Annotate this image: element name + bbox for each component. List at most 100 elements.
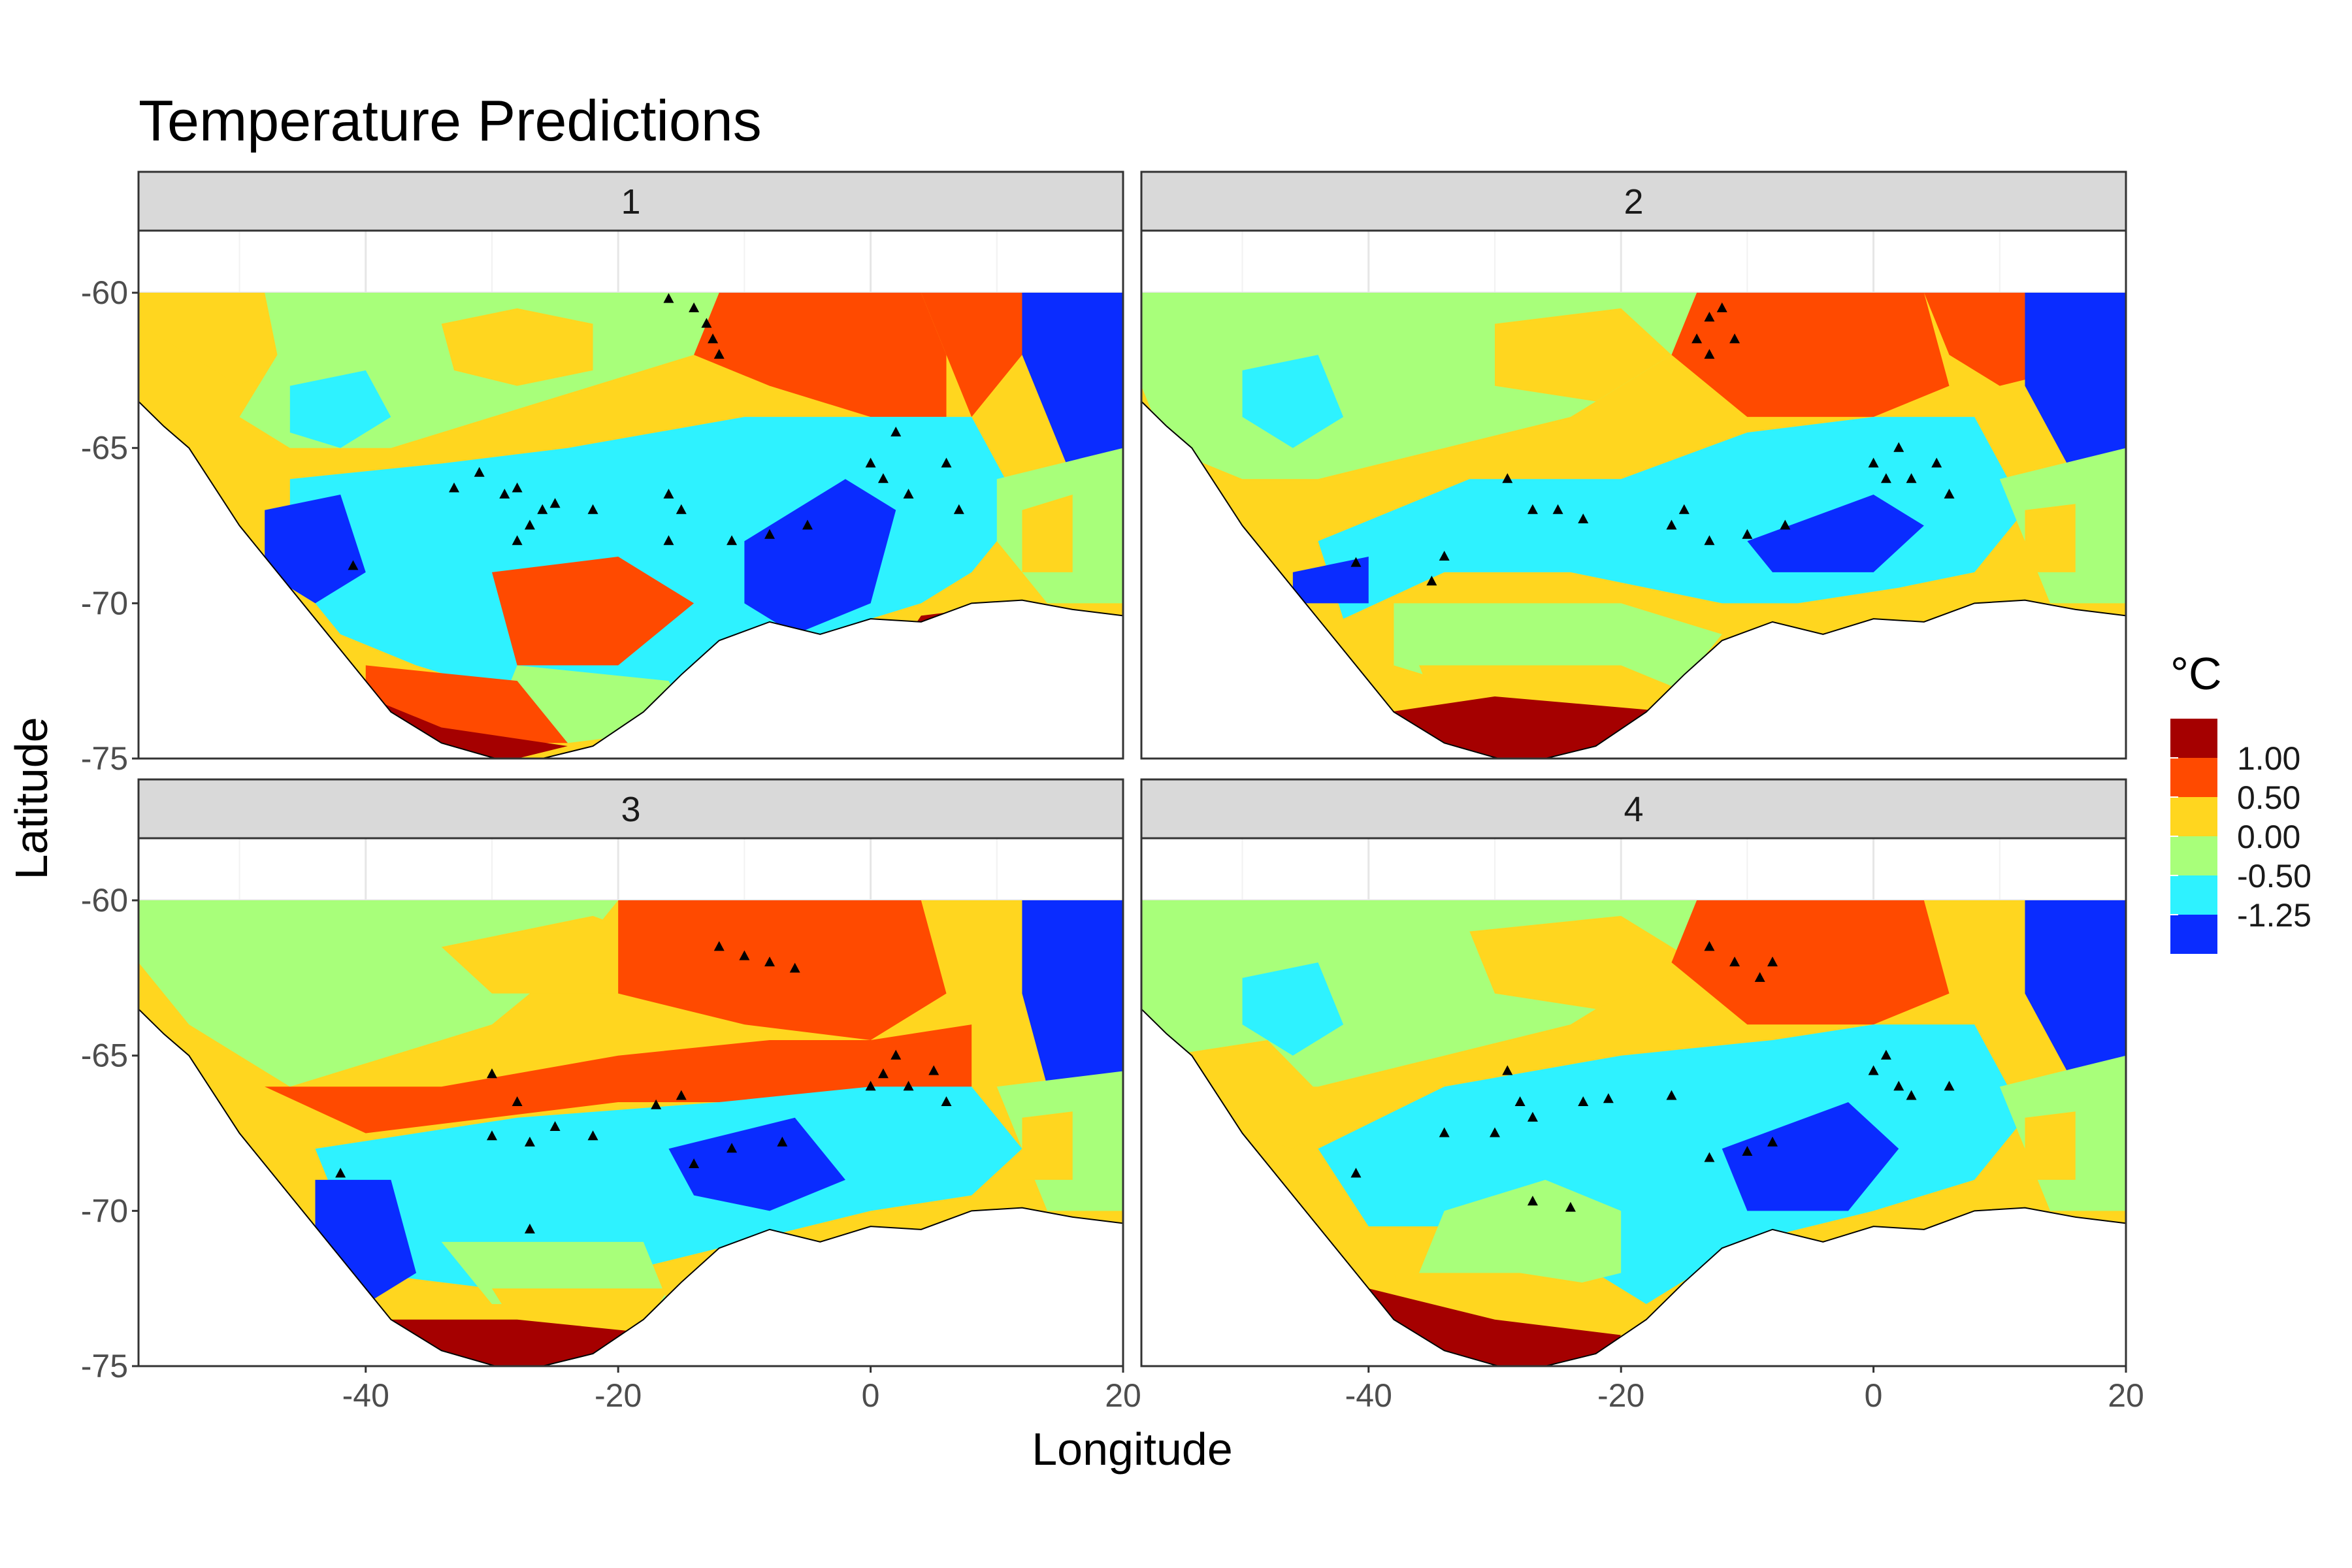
temperature-region — [1722, 1102, 1899, 1211]
station-marker — [1906, 1090, 1917, 1100]
temperature-region — [441, 308, 593, 386]
station-marker — [1767, 1136, 1778, 1147]
station-marker — [1742, 1146, 1753, 1156]
legend-colorbar — [2170, 719, 2217, 954]
station-marker — [1742, 529, 1753, 539]
station-marker — [1893, 1081, 1904, 1091]
coastline — [1141, 400, 2126, 759]
station-marker — [1729, 333, 1740, 344]
legend-swatch — [2170, 719, 2217, 758]
station-marker — [486, 1130, 497, 1141]
station-marker — [713, 941, 725, 951]
station-marker — [651, 1099, 662, 1109]
station-marker — [549, 498, 561, 508]
temperature-region — [2025, 293, 2126, 480]
station-marker — [474, 466, 485, 477]
x-axis-title: Longitude — [1032, 1424, 1233, 1475]
temperature-region — [491, 1288, 669, 1329]
y-axis-title: Latitude — [6, 717, 57, 879]
facet-strip-3 — [137, 778, 1124, 840]
temperature-region — [1469, 915, 1697, 1009]
y-axis-bottom-row: -60 -65 -70 -75 — [81, 882, 139, 1384]
station-marker — [1565, 1201, 1576, 1212]
station-markers-4 — [1350, 941, 1955, 1212]
panel-border-3 — [137, 837, 1124, 1367]
y-tick-label: -70 — [81, 1192, 128, 1229]
x-tick-label: -40 — [1345, 1377, 1392, 1414]
legend-swatch — [2170, 875, 2217, 915]
station-marker — [1754, 972, 1765, 982]
legend-label: 0.00 — [2237, 819, 2300, 855]
x-axis-right-column: -40 -20 0 20 — [1345, 1366, 2144, 1414]
station-marker — [486, 1068, 497, 1079]
station-marker — [676, 1090, 687, 1100]
legend-label: 1.00 — [2237, 740, 2300, 777]
station-marker — [1527, 504, 1538, 514]
station-marker — [335, 1168, 346, 1178]
station-marker — [903, 1081, 914, 1091]
temperature-region — [618, 900, 947, 1040]
station-marker — [865, 457, 876, 468]
temperature-field-1 — [139, 293, 1123, 759]
legend-swatch — [2170, 758, 2217, 797]
station-marker — [689, 302, 700, 312]
legend-swatch — [2170, 797, 2217, 836]
temperature-region — [2025, 1111, 2076, 1180]
land-mask — [1141, 1009, 2126, 1366]
coastline-3 — [139, 1008, 1123, 1366]
temperature-region — [139, 293, 290, 386]
station-marker — [928, 1065, 939, 1075]
facet-panel-2: 2 — [1140, 171, 2127, 760]
station-marker — [689, 1158, 700, 1169]
station-marker — [1578, 1096, 1589, 1106]
temperature-region — [1747, 495, 1924, 572]
station-markers-2 — [1350, 302, 1955, 586]
station-marker — [449, 482, 460, 493]
y-tick-label: -70 — [81, 585, 128, 621]
temperature-region — [2025, 504, 2076, 572]
station-marker — [727, 535, 738, 546]
station-marker — [1868, 1065, 1879, 1075]
legend-title: °C — [2170, 648, 2222, 699]
legend-swatch — [2170, 915, 2217, 954]
temperature-region — [1671, 900, 1950, 1025]
x-tick-label: 0 — [862, 1377, 880, 1414]
station-marker — [713, 349, 725, 359]
station-marker — [587, 1130, 598, 1141]
station-marker — [1439, 1127, 1450, 1137]
x-tick-label: 20 — [2108, 1377, 2144, 1414]
x-tick-label: 20 — [1105, 1377, 1141, 1414]
station-marker — [865, 1081, 876, 1091]
station-marker — [1678, 504, 1690, 514]
temperature-region — [2025, 900, 2126, 1087]
station-marker — [1931, 457, 1942, 468]
station-marker — [549, 1121, 561, 1132]
temperature-region — [265, 1024, 972, 1134]
station-marker — [1704, 535, 1715, 546]
coastline — [139, 1008, 1123, 1366]
station-marker — [941, 1096, 952, 1106]
facet-panel-4: 4 — [1140, 778, 2127, 1367]
station-marker — [1603, 1093, 1614, 1103]
station-marker — [1780, 519, 1791, 530]
station-marker — [1666, 519, 1677, 530]
station-marker — [1578, 514, 1589, 524]
station-marker — [802, 519, 813, 530]
station-marker — [663, 293, 674, 303]
station-marker — [1704, 1152, 1715, 1162]
station-marker — [524, 1136, 535, 1147]
land-mask — [139, 1009, 1123, 1366]
station-marker — [1350, 557, 1362, 567]
temperature-region — [1022, 293, 1123, 480]
station-marker — [537, 504, 548, 514]
temperature-region — [289, 370, 391, 448]
legend-label: -0.50 — [2237, 858, 2311, 894]
coastline-2 — [1141, 400, 2126, 759]
facet-panel-3: 3 — [137, 778, 1124, 1367]
temperature-region — [265, 495, 366, 604]
temperature-region — [1022, 1111, 1073, 1180]
station-marker — [1704, 941, 1715, 951]
facet-strip-1 — [137, 171, 1124, 232]
station-marker — [1489, 1127, 1500, 1137]
station-marker — [708, 333, 719, 344]
